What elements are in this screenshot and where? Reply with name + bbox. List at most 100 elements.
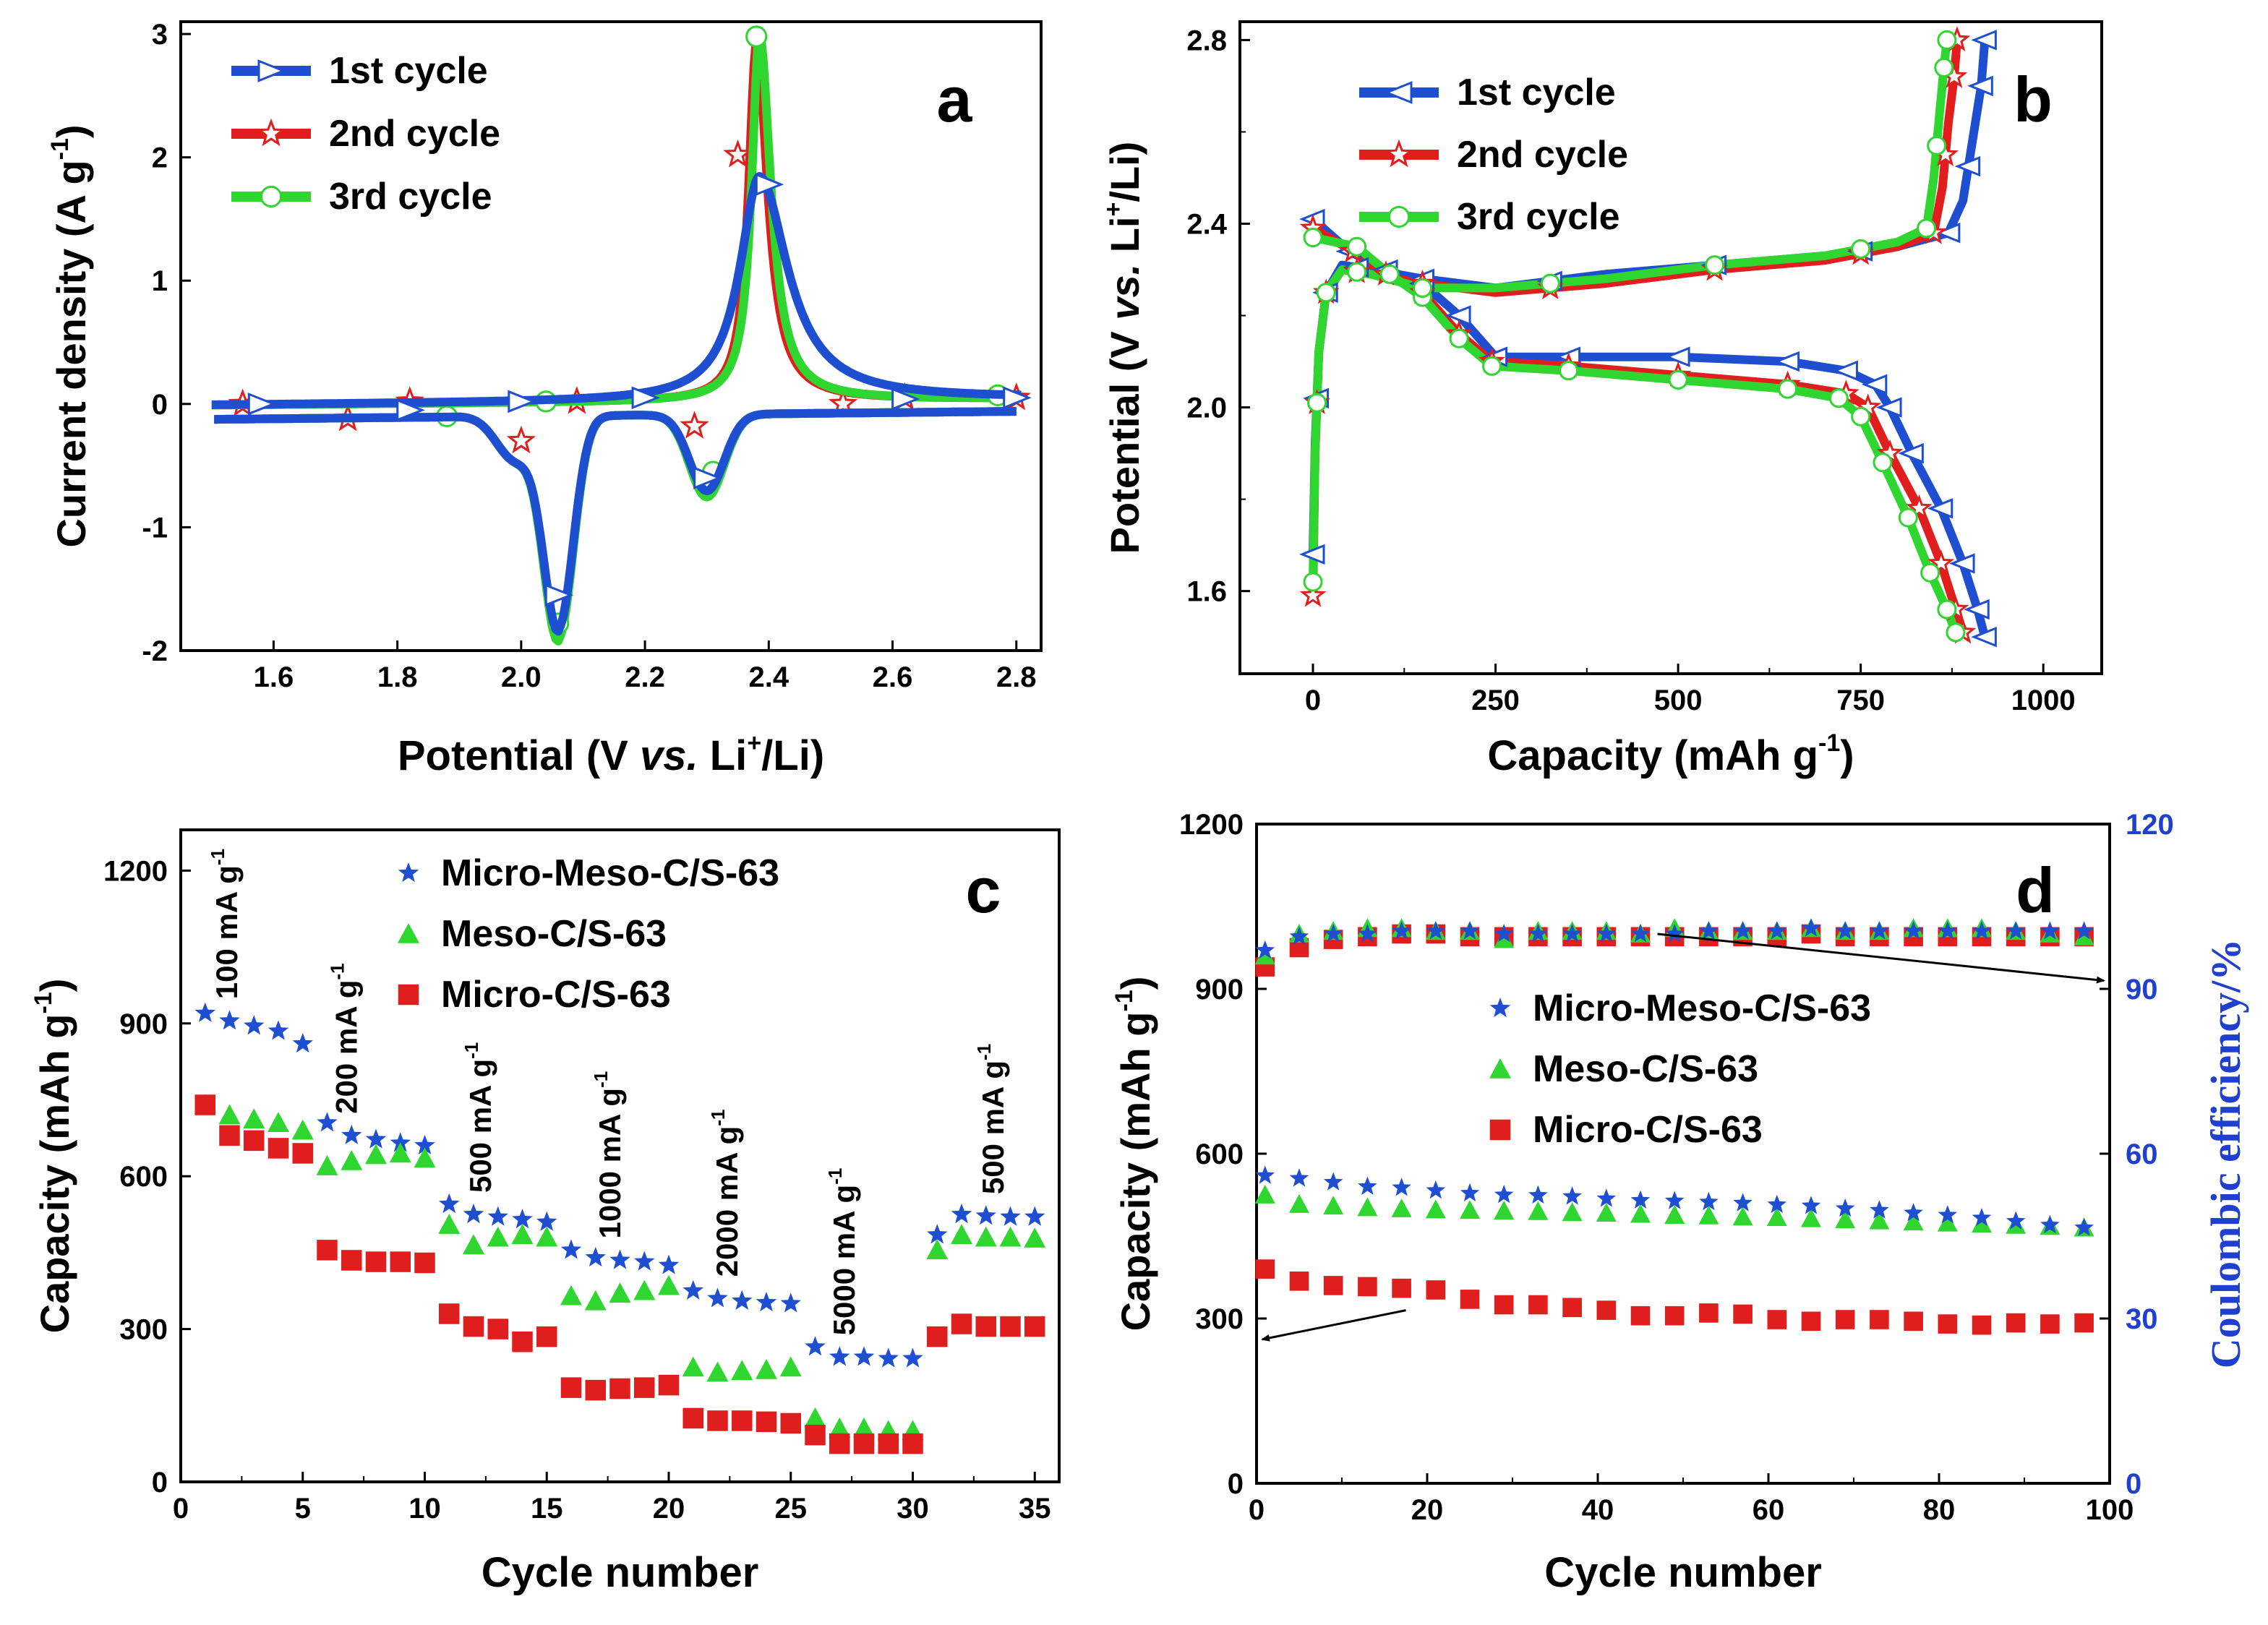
y-tick-label: 300 [119, 1314, 168, 1346]
data-point [829, 1433, 850, 1454]
data-point [414, 1134, 435, 1154]
data-point [926, 1239, 949, 1260]
y-title-sup: -1 [30, 992, 57, 1013]
capacity-point [1358, 1277, 1377, 1297]
capacity-point [1767, 1194, 1787, 1213]
y-tick-label: 2.8 [1186, 25, 1227, 56]
series-marker [1316, 283, 1336, 303]
capacity-point [1391, 1199, 1412, 1217]
capacity-point [1664, 1205, 1685, 1225]
legend-label: 1st cycle [329, 50, 488, 92]
data-point [365, 1128, 387, 1149]
x-tick-label: 750 [1836, 685, 1885, 716]
data-point [1000, 1206, 1021, 1226]
y-tick-label: 2.0 [1186, 393, 1227, 424]
rate-annotation-text: 5000 mA g [827, 1185, 861, 1336]
capacity-point [1289, 1168, 1309, 1187]
y-title-part: /Li) [1102, 142, 1147, 202]
efficiency-point [1904, 921, 1923, 940]
data-point [341, 1250, 362, 1271]
x-tick-label: 80 [1923, 1494, 1956, 1526]
data-point [682, 1407, 703, 1429]
data-point [585, 1246, 606, 1267]
efficiency-point [1528, 924, 1548, 943]
legend-label: Micro-C/S-63 [441, 974, 671, 1016]
x-tick-label: 2.4 [749, 661, 789, 693]
capacity-point [1699, 1303, 1719, 1323]
rate-annotation-text: 1000 mA g [593, 1088, 627, 1239]
capacity-point [1937, 1212, 1958, 1232]
y-right-tick-label: 30 [2126, 1303, 2158, 1335]
data-point [268, 1138, 289, 1159]
series-marker [1898, 442, 1924, 464]
y-title-part: ) [48, 124, 94, 138]
capacity-point [1528, 1295, 1548, 1315]
y-tick-label: 0 [1228, 1468, 1244, 1500]
x-title-part: Potential (V [398, 732, 640, 779]
series-marker [1898, 507, 1918, 528]
capacity-point [1664, 1305, 1685, 1326]
series-marker [1964, 599, 1990, 620]
series-marker [1954, 155, 1981, 177]
rate-annotation: 1000 mA g-1 [590, 1071, 627, 1239]
series-marker [1861, 374, 1888, 395]
data-point [756, 1292, 777, 1312]
data-point [243, 1108, 265, 1129]
data-point [804, 1407, 826, 1428]
series-marker [544, 583, 574, 607]
capacity-point [1596, 1203, 1617, 1222]
series-marker [1937, 30, 1957, 50]
legend-label: Micro-Meso-C/S-63 [1533, 987, 1871, 1029]
capacity-point [1869, 1210, 1890, 1230]
x-title-part: Li [698, 732, 748, 779]
x-title-part: /Li) [761, 732, 824, 779]
data-point [512, 1209, 533, 1229]
y-tick-label: 600 [1195, 1139, 1244, 1170]
arrow-to-left-axis [1261, 1309, 1406, 1342]
efficiency-point [1562, 924, 1582, 943]
legend-marker [1489, 998, 1511, 1018]
data-point [560, 1377, 582, 1398]
data-point [706, 1361, 729, 1382]
data-point [732, 1410, 753, 1431]
capacity-point [1972, 1207, 1992, 1227]
capacity-point [1801, 1311, 1821, 1332]
x-tick-label: 2.6 [873, 661, 913, 693]
efficiency-point [1630, 924, 1651, 943]
y-title-sup: + [1100, 202, 1127, 217]
data-point [291, 1119, 314, 1140]
series-marker [1949, 553, 1975, 574]
series-marker [1307, 393, 1327, 413]
y-tick-label: 2 [152, 142, 168, 174]
data-point [244, 1130, 265, 1152]
legend-marker [398, 984, 419, 1006]
capacity-point [1494, 1185, 1514, 1204]
series-marker [1379, 264, 1400, 284]
efficiency-point [1289, 926, 1309, 946]
plot-frame [179, 20, 1043, 652]
legend-label: Meso-C/S-63 [1533, 1048, 1758, 1090]
efficiency-point [1255, 940, 1275, 959]
cv-anodic-curve [209, 40, 1024, 410]
x-tick-label: 35 [1019, 1493, 1051, 1525]
data-point [609, 1378, 630, 1399]
x-axis-title: Cycle number [482, 1549, 759, 1596]
panel-label: a [937, 64, 973, 135]
efficiency-point [1699, 921, 1719, 940]
rate-annotation: 200 mA g-1 [327, 964, 364, 1114]
capacity-point [1870, 1310, 1889, 1329]
series-marker [1934, 222, 1961, 244]
series-marker [1413, 278, 1433, 298]
data-point [731, 1360, 753, 1381]
capacity-point [1323, 1276, 1343, 1295]
data-point [584, 1290, 607, 1311]
data-point [560, 1285, 582, 1305]
data-point [902, 1433, 923, 1454]
legend-label: 3rd cycle [1457, 196, 1620, 238]
series-marker [1347, 236, 1367, 257]
plot-frame [179, 828, 1061, 1483]
capacity-point [2040, 1214, 2060, 1234]
data-point [463, 1204, 484, 1224]
data-point [634, 1377, 655, 1398]
rate-annotation: 2000 mA g-1 [707, 1110, 744, 1277]
